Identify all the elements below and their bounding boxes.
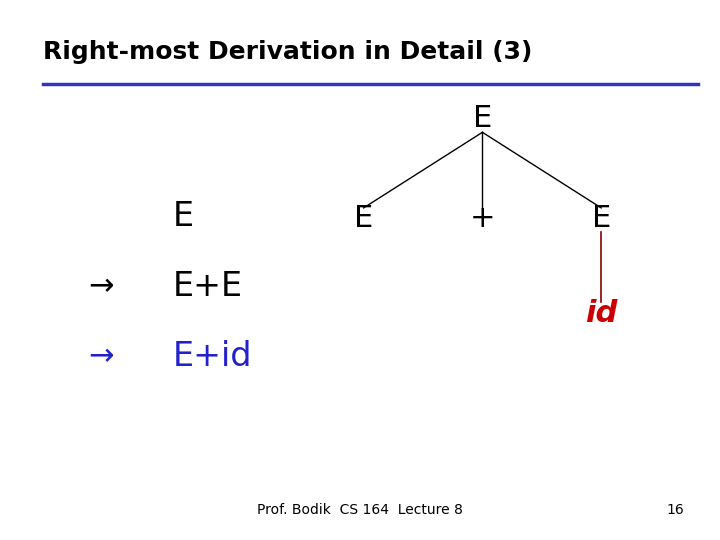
Text: Right-most Derivation in Detail (3): Right-most Derivation in Detail (3) (43, 40, 533, 64)
Text: id: id (585, 299, 617, 328)
Text: →: → (88, 342, 114, 371)
Text: +: + (469, 204, 495, 233)
Text: →: → (88, 272, 114, 301)
Text: Prof. Bodik  CS 164  Lecture 8: Prof. Bodik CS 164 Lecture 8 (257, 503, 463, 517)
Text: E: E (354, 204, 373, 233)
Text: E: E (592, 204, 611, 233)
Text: E: E (473, 104, 492, 133)
Text: E: E (173, 199, 194, 233)
Text: 16: 16 (666, 503, 684, 517)
Text: E+E: E+E (173, 269, 243, 303)
Text: E+id: E+id (173, 340, 252, 373)
